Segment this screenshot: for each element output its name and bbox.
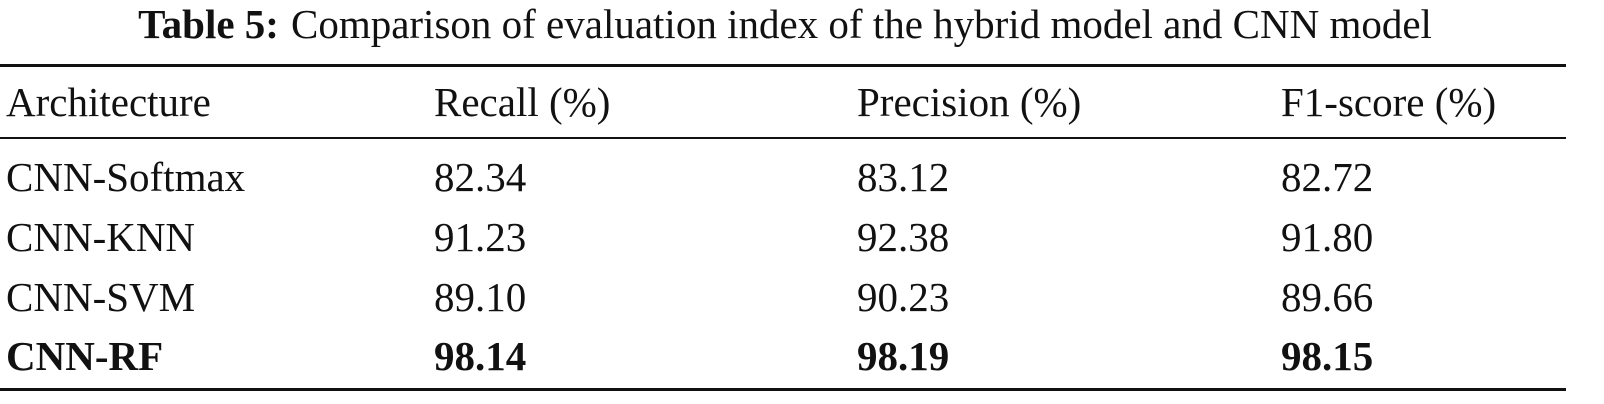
table-cell: 91.23: [434, 214, 527, 260]
table-caption: Table 5: Comparison of evaluation index o…: [0, 0, 1570, 48]
bottom-rule: [0, 388, 1566, 391]
table-cell: 92.38: [857, 214, 950, 260]
header-cell: F1-score (%): [1281, 79, 1497, 125]
header-cell: Architecture: [6, 79, 211, 125]
table-cell: CNN-KNN: [6, 214, 196, 260]
table-cell: 91.80: [1281, 214, 1374, 260]
table-cell: 89.66: [1281, 274, 1374, 320]
table-cell: CNN-RF: [6, 333, 164, 379]
top-rule: [0, 64, 1566, 67]
table-cell: CNN-SVM: [6, 274, 196, 320]
caption-text: Comparison of evaluation index of the hy…: [290, 1, 1432, 47]
table-cell: 89.10: [434, 274, 527, 320]
mid-rule: [0, 137, 1566, 139]
caption-label: Table 5:: [138, 1, 279, 47]
header-cell: Recall (%): [434, 79, 611, 125]
table-cell: 98.19: [857, 333, 950, 379]
table-cell: 82.34: [434, 154, 527, 200]
table-cell: CNN-Softmax: [6, 154, 246, 200]
table-cell: 98.15: [1281, 333, 1374, 379]
table-cell: 98.14: [434, 333, 527, 379]
table-cell: 83.12: [857, 154, 950, 200]
table-cell: 82.72: [1281, 154, 1374, 200]
header-cell: Precision (%): [857, 79, 1082, 125]
table-cell: 90.23: [857, 274, 950, 320]
